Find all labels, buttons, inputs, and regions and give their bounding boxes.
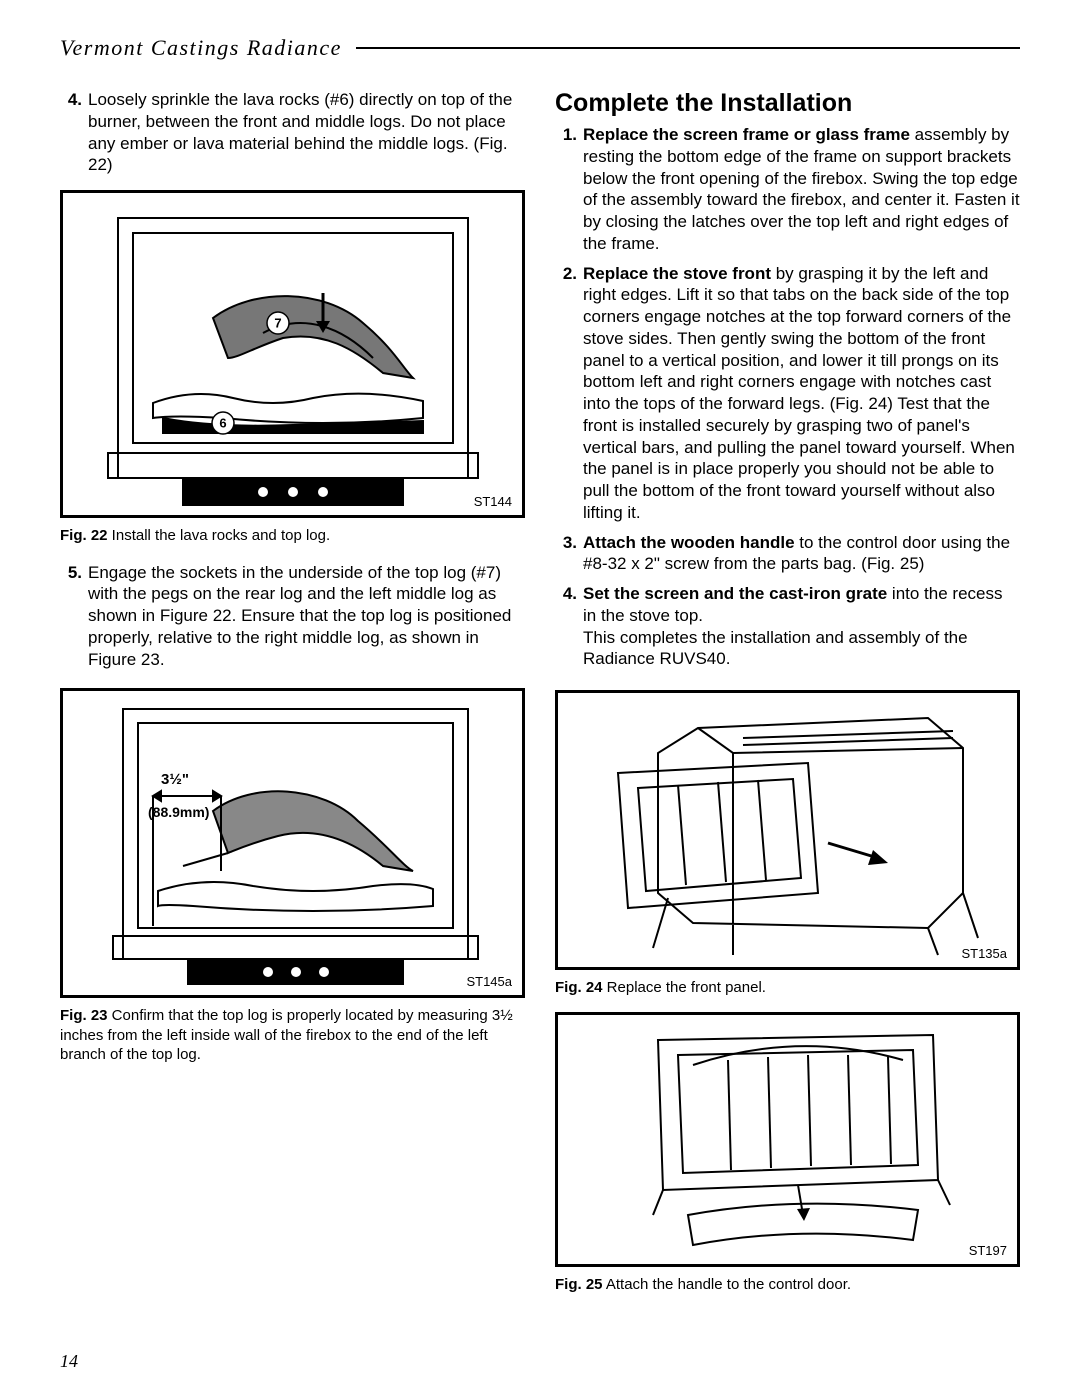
- figure-25: ST197: [555, 1012, 1020, 1267]
- fig-num: Fig. 22: [60, 527, 108, 544]
- page-number: 14: [60, 1351, 78, 1372]
- step-text: Replace the stove front by grasping it b…: [583, 263, 1020, 524]
- figure-22: 7 6 ST144: [60, 190, 525, 518]
- step-num: 4.: [555, 583, 583, 670]
- r-step-4: 4. Set the screen and the cast-iron grat…: [555, 583, 1020, 670]
- fig-code: ST197: [969, 1243, 1007, 1258]
- fig22-svg: 7 6: [63, 193, 522, 515]
- step-text: Replace the screen frame or glass frame …: [583, 124, 1020, 255]
- extra-text: This completes the installation and asse…: [583, 628, 968, 669]
- fig-text: Confirm that the top log is properly loc…: [60, 1007, 513, 1063]
- rest-text: assembly by resting the bottom edge of t…: [583, 125, 1020, 253]
- header-title: Vermont Castings Radiance: [60, 35, 356, 61]
- fig25-caption: Fig. 25 Attach the handle to the control…: [555, 1275, 1020, 1295]
- bold-lead: Replace the screen frame or glass frame: [583, 125, 910, 144]
- step-num: 1.: [555, 124, 583, 255]
- step-num: 5.: [60, 562, 88, 671]
- bold-lead: Attach the wooden handle: [583, 533, 795, 552]
- rest-text: by grasping it by the left and right edg…: [583, 264, 1015, 522]
- step-text: Set the screen and the cast-iron grate i…: [583, 583, 1020, 670]
- fig25-svg: [558, 1015, 1017, 1264]
- fig-num: Fig. 24: [555, 979, 603, 996]
- fig24-svg: [558, 693, 1017, 967]
- step-4: 4. Loosely sprinkle the lava rocks (#6) …: [60, 89, 525, 176]
- fig-num: Fig. 23: [60, 1007, 108, 1024]
- fig22-caption: Fig. 22 Install the lava rocks and top l…: [60, 526, 525, 546]
- left-steps-b: 5. Engage the sockets in the underside o…: [60, 562, 525, 671]
- content-columns: 4. Loosely sprinkle the lava rocks (#6) …: [60, 89, 1020, 1310]
- fig-code: ST145a: [466, 974, 512, 989]
- fig-text: Install the lava rocks and top log.: [108, 527, 331, 544]
- fig24-caption: Fig. 24 Replace the front panel.: [555, 978, 1020, 998]
- step-text: Loosely sprinkle the lava rocks (#6) dir…: [88, 89, 525, 176]
- figure-24: ST135a: [555, 690, 1020, 970]
- step-num: 4.: [60, 89, 88, 176]
- fig23-caption: Fig. 23 Confirm that the top log is prop…: [60, 1006, 525, 1065]
- fig-text: Attach the handle to the control door.: [603, 1276, 852, 1293]
- fig-text: Replace the front panel.: [603, 979, 766, 996]
- right-column: Complete the Installation 1. Replace the…: [555, 89, 1020, 1310]
- page-header: Vermont Castings Radiance: [60, 35, 1020, 61]
- bold-lead: Replace the stove front: [583, 264, 771, 283]
- section-heading: Complete the Installation: [555, 89, 1020, 118]
- header-rule: [356, 47, 1020, 49]
- callout-7: 7: [274, 315, 281, 330]
- bold-lead: Set the screen and the cast-iron grate: [583, 584, 887, 603]
- fig-code: ST144: [474, 494, 512, 509]
- r-step-3: 3. Attach the wooden handle to the contr…: [555, 532, 1020, 576]
- step-5: 5. Engage the sockets in the underside o…: [60, 562, 525, 671]
- figure-23: 3½" (88.9mm) ST145a: [60, 688, 525, 998]
- fig23-svg: 3½" (88.9mm): [63, 691, 522, 995]
- left-steps-a: 4. Loosely sprinkle the lava rocks (#6) …: [60, 89, 525, 176]
- fig-code: ST135a: [961, 946, 1007, 961]
- step-num: 2.: [555, 263, 583, 524]
- r-step-2: 2. Replace the stove front by grasping i…: [555, 263, 1020, 524]
- left-column: 4. Loosely sprinkle the lava rocks (#6) …: [60, 89, 525, 1310]
- callout-6: 6: [219, 415, 226, 430]
- r-step-1: 1. Replace the screen frame or glass fra…: [555, 124, 1020, 255]
- step-num: 3.: [555, 532, 583, 576]
- fig-num: Fig. 25: [555, 1276, 603, 1293]
- step-text: Engage the sockets in the underside of t…: [88, 562, 525, 671]
- dim-mm: (88.9mm): [148, 804, 209, 820]
- right-steps: 1. Replace the screen frame or glass fra…: [555, 124, 1020, 670]
- step-text: Attach the wooden handle to the control …: [583, 532, 1020, 576]
- dim-inch: 3½": [161, 771, 189, 788]
